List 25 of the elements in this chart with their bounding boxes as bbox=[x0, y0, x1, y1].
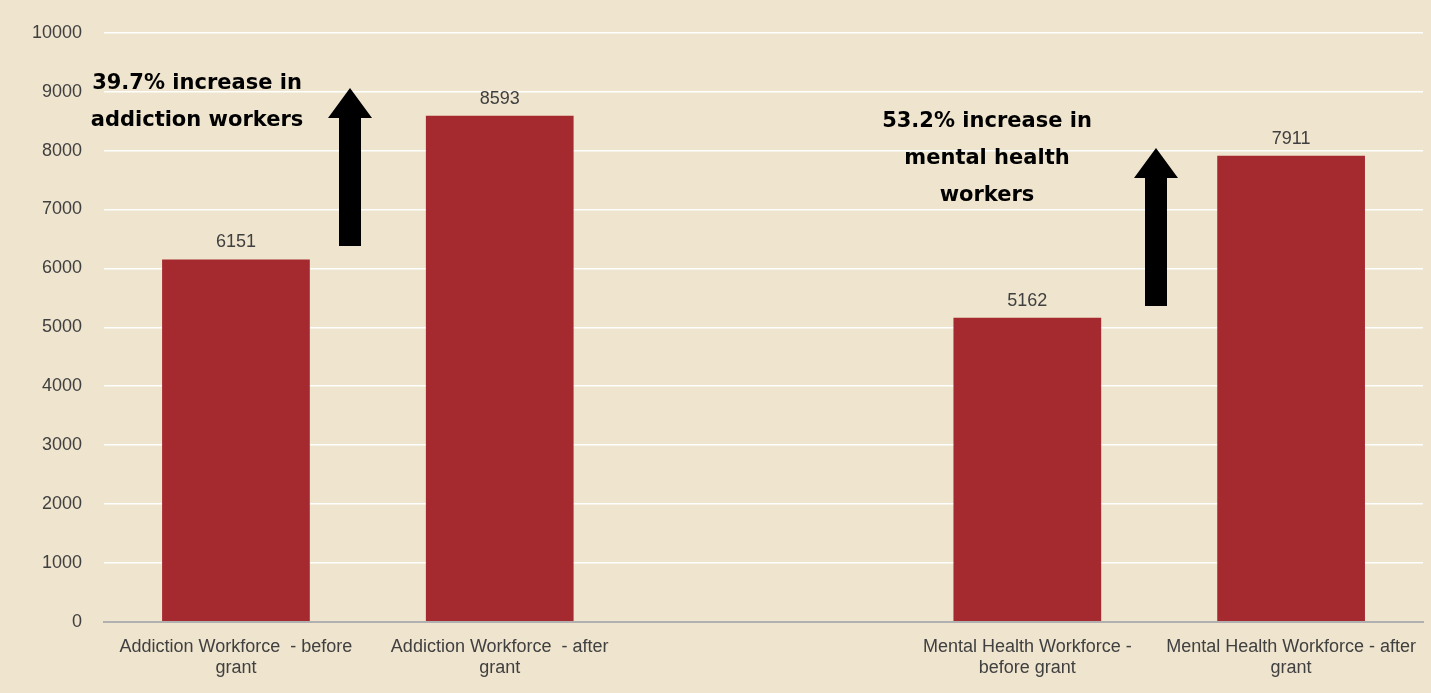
y-tick-label: 8000 bbox=[42, 139, 83, 160]
x-tick-label: Mental Health Workforce - after grant bbox=[1166, 635, 1416, 678]
y-tick-label: 7000 bbox=[42, 198, 83, 219]
y-tick-label: 5000 bbox=[42, 316, 83, 337]
y-tick-label: 2000 bbox=[42, 492, 83, 513]
bar bbox=[162, 259, 310, 622]
y-tick-label: 6000 bbox=[42, 257, 83, 278]
y-tick-label: 9000 bbox=[42, 80, 83, 101]
data-label: 8593 bbox=[479, 87, 520, 108]
y-tick-label: 0 bbox=[72, 610, 83, 631]
y-tick-label: 1000 bbox=[42, 551, 83, 572]
x-tick-label: Mental Health Workforce - before grant bbox=[922, 635, 1132, 678]
x-tick-label: Addiction Workforce - after grant bbox=[390, 635, 609, 678]
y-tick-label: 4000 bbox=[42, 375, 83, 396]
data-label: 7911 bbox=[1271, 127, 1311, 148]
bar bbox=[953, 317, 1102, 622]
y-tick-label: 10000 bbox=[31, 21, 83, 42]
data-label: 6151 bbox=[215, 231, 256, 252]
annotation: 53.2% increase in mental health workers bbox=[881, 107, 1093, 208]
x-tick-label: Addiction Workforce - before grant bbox=[119, 635, 353, 678]
bar bbox=[1217, 155, 1365, 622]
y-tick-label: 3000 bbox=[42, 434, 83, 455]
annotation: 39.7% increase in addiction workers bbox=[89, 69, 305, 133]
bar bbox=[425, 115, 574, 622]
data-label: 5162 bbox=[1007, 289, 1048, 310]
